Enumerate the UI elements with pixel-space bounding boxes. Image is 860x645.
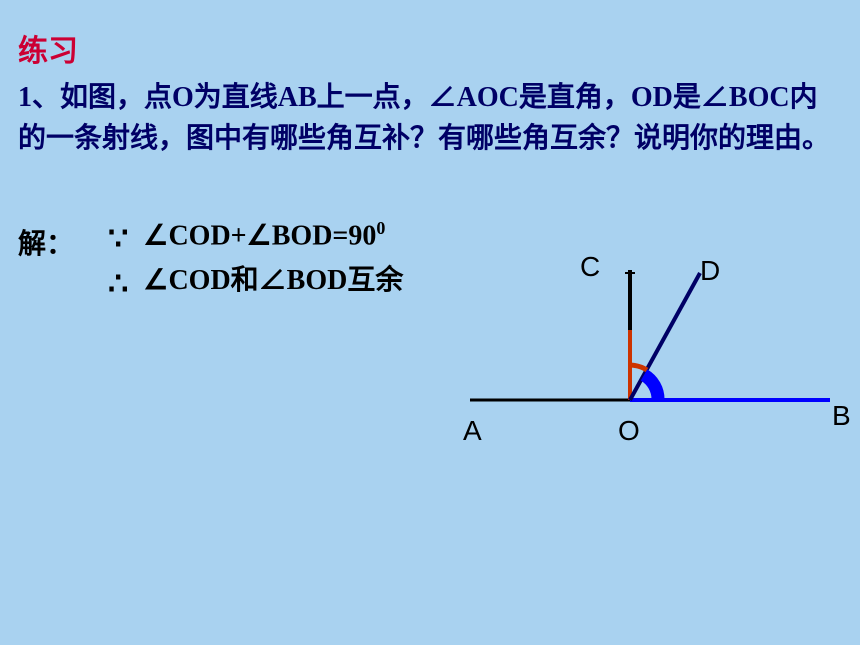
point-label-d: D <box>700 255 720 287</box>
question-text: 1、如图，点O为直线AB上一点，∠AOC是直角，OD是∠BOC内的一条射线，图中… <box>18 78 838 159</box>
line-od <box>630 273 700 400</box>
point-label-o: O <box>618 415 640 447</box>
solution-conclusion: ∠COD和∠BOD互余 <box>143 265 403 296</box>
degree-superscript: 0 <box>376 218 385 238</box>
exercise-title: 练习 <box>18 26 78 70</box>
point-label-c: C <box>580 251 600 283</box>
solution-label: 解： <box>18 222 74 262</box>
solution-line-1: ∵ ∠COD+∠BOD=900 <box>108 218 385 257</box>
therefore-symbol: ∴ <box>108 264 128 302</box>
geometry-diagram <box>455 225 855 445</box>
arc-dob <box>644 375 658 400</box>
solution-equation-1: ∠COD+∠BOD=90 <box>143 220 376 251</box>
point-label-a: A <box>463 415 482 447</box>
solution-line-2: ∴ ∠COD和∠BOD互余 <box>108 258 403 302</box>
point-label-b: B <box>832 400 851 432</box>
arc-cod <box>630 365 647 370</box>
because-symbol: ∵ <box>108 219 128 257</box>
